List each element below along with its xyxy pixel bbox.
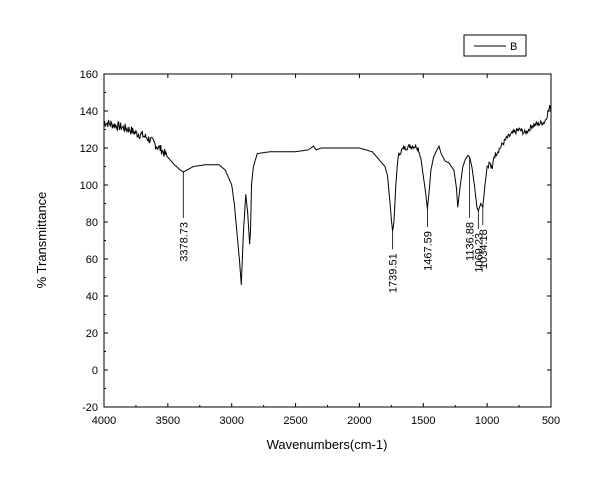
x-axis-label: Wavenumbers(cm-1) — [267, 437, 388, 452]
y-tick-label: 40 — [86, 291, 98, 303]
x-axis: 4000 3500 3000 2500 2000 1500 1000 500 — [92, 74, 560, 427]
x-tick-label: 2000 — [347, 415, 371, 427]
y-tick-label: 160 — [80, 69, 98, 81]
legend-label: B — [510, 41, 517, 53]
x-tick-label: 4000 — [92, 415, 116, 427]
annotation-label: 1136.88 — [465, 222, 477, 261]
x-tick-label: 2500 — [283, 415, 307, 427]
y-tick-label: 80 — [86, 217, 98, 229]
x-tick-label: 1500 — [411, 415, 435, 427]
y-tick-label: 120 — [80, 143, 98, 155]
y-tick-label: -20 — [82, 402, 98, 414]
x-tick-label: 3500 — [156, 415, 180, 427]
y-tick-label: 20 — [86, 328, 98, 340]
plot-area — [103, 73, 552, 408]
legend: B — [463, 34, 527, 57]
annotation-label: 3378.73 — [178, 222, 190, 262]
annotation-label: 1034.18 — [478, 229, 490, 269]
y-tick-label: 100 — [80, 180, 98, 192]
y-tick-label: 140 — [80, 106, 98, 118]
y-axis-label: % Transmittance — [34, 192, 49, 289]
y-tick-label: 60 — [86, 254, 98, 266]
annotation-label: 1467.59 — [422, 231, 434, 271]
annotation-label: 1069.23 — [473, 233, 485, 273]
annotation-label: 1739.51 — [388, 253, 400, 293]
x-tick-label: 500 — [542, 415, 560, 427]
y-axis: -20 0 20 40 60 80 100 120 140 160 — [80, 69, 551, 414]
peak-annotations: 3378.73 1739.51 1467.59 1136.881069.231034.… — [178, 157, 490, 293]
series-line — [103, 105, 552, 285]
y-tick-label: 0 — [92, 365, 98, 377]
x-tick-label: 3000 — [219, 415, 243, 427]
x-tick-label: 1000 — [475, 415, 499, 427]
